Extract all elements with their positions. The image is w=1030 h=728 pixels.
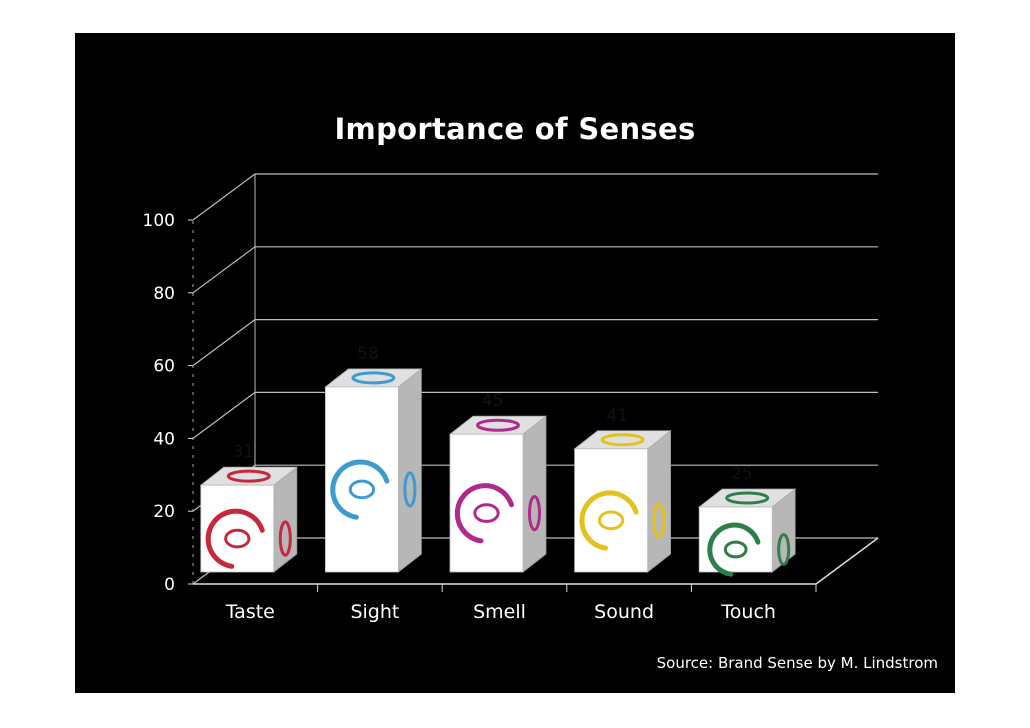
ear-icon (579, 490, 639, 551)
bar-side (647, 429, 671, 573)
eye-icon (330, 459, 390, 520)
x-category-label: Smell (473, 601, 526, 623)
hand-icon (707, 522, 761, 577)
x-category-label: Taste (225, 601, 275, 623)
icon-detail (723, 540, 748, 559)
gridline-side (192, 173, 256, 221)
bar-side (397, 368, 422, 573)
gridline-side (192, 391, 256, 439)
icon-top (600, 433, 645, 447)
y-tick-label: 0 (164, 575, 175, 595)
icon-detail (597, 510, 625, 531)
icon-detail (348, 479, 376, 500)
icon-side (777, 533, 791, 566)
icon-side (528, 494, 541, 532)
icon-top (226, 469, 271, 483)
x-category-label: Sight (350, 601, 399, 623)
y-tick-label: 60 (153, 357, 175, 377)
y-tick-label: 40 (153, 429, 175, 449)
slide-background (75, 33, 955, 693)
icon-top (725, 491, 770, 505)
y-tick-label: 20 (153, 502, 175, 522)
nose-icon (454, 483, 514, 544)
y-tick-label: 100 (143, 211, 175, 231)
bar-value-label: 41 (606, 406, 628, 426)
chart-title: Importance of Senses (334, 112, 696, 146)
gridline-side (192, 319, 256, 367)
x-category-label: Sound (594, 601, 654, 623)
icon-detail (224, 528, 251, 549)
icon-detail (473, 503, 500, 523)
bar-value-label: 31 (232, 442, 254, 462)
mouth-icon (205, 508, 265, 569)
bar-value-label: 25 (731, 464, 753, 484)
bar-value-label: 58 (357, 344, 379, 364)
bar-side (522, 415, 547, 573)
gridline-side (192, 246, 256, 294)
source-caption: Source: Brand Sense by M. Lindstrom (656, 654, 938, 672)
icon-side (278, 520, 292, 557)
icon-side (652, 502, 666, 539)
bar-value-label: 45 (482, 391, 504, 411)
icon-top (351, 371, 396, 385)
x-category-label: Touch (720, 601, 776, 623)
icon-side (403, 471, 417, 508)
y-tick-label: 80 (153, 284, 175, 304)
icon-top (476, 418, 520, 432)
floor-edge (815, 537, 879, 585)
